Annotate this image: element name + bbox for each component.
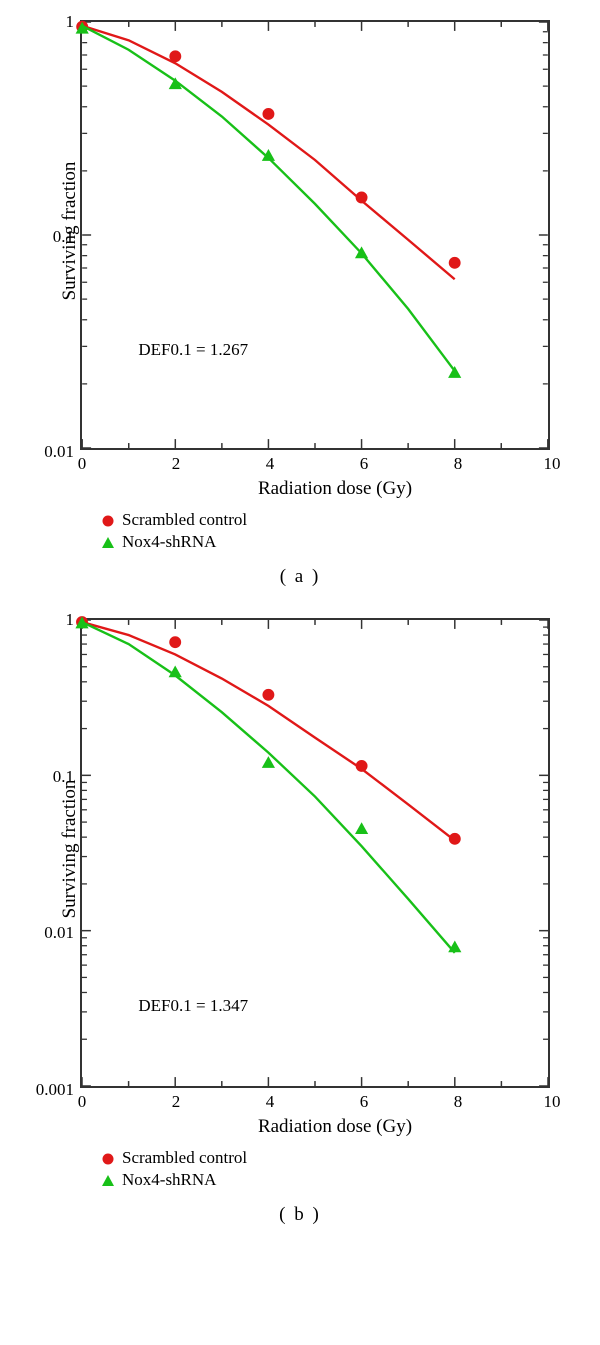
plot-svg-b [82,620,548,1086]
xtick-label: 4 [266,1092,275,1112]
xlabel-a: Radiation dose (Gy) [80,478,590,500]
xlabel-b: Radiation dose (Gy) [80,1116,590,1138]
xtick-label: 8 [454,454,463,474]
xtick-label: 2 [172,1092,181,1112]
circle-marker-icon [100,513,114,527]
legend-b: Scrambled controlNox4-shRNA [100,1148,590,1190]
panel-label-b: ( b ) [10,1204,590,1226]
circle-marker-icon [100,1151,114,1165]
legend-item: Scrambled control [100,1148,590,1168]
triangle-marker-icon [100,535,114,549]
plot-area-a: DEF0.1 = 1.267 02468100.010.11 [80,20,550,450]
xtick-label: 0 [78,454,87,474]
panel-a: Surviving fraction DEF0.1 = 1.267 024681… [10,20,590,588]
legend-label: Scrambled control [122,510,247,530]
legend-label: Scrambled control [122,1148,247,1168]
ytick-label: 1 [66,12,75,32]
annotation-a: DEF0.1 = 1.267 [138,340,248,360]
plot-svg-a [82,22,548,448]
annotation-b: DEF0.1 = 1.347 [138,996,248,1016]
legend-item: Scrambled control [100,510,590,530]
legend-item: Nox4-shRNA [100,532,590,552]
panel-label-a: ( a ) [10,566,590,588]
xtick-label: 6 [360,1092,369,1112]
figure-page: Surviving fraction DEF0.1 = 1.267 024681… [0,0,600,1286]
ytick-label: 0.01 [44,923,74,943]
xtick-label: 8 [454,1092,463,1112]
legend-label: Nox4-shRNA [122,532,216,552]
xtick-label: 2 [172,454,181,474]
xtick-label: 0 [78,1092,87,1112]
plot-area-b: DEF0.1 = 1.347 02468100.0010.010.11 [80,618,550,1088]
ytick-label: 0.001 [36,1080,74,1100]
panel-b: Surviving fraction DEF0.1 = 1.347 024681… [10,618,590,1226]
legend-a: Scrambled controlNox4-shRNA [100,510,590,552]
ytick-label: 0.1 [53,767,74,787]
legend-label: Nox4-shRNA [122,1170,216,1190]
xtick-label: 10 [544,1092,561,1112]
xtick-label: 6 [360,454,369,474]
triangle-marker-icon [100,1173,114,1187]
legend-item: Nox4-shRNA [100,1170,590,1190]
ytick-label: 0.1 [53,227,74,247]
ytick-label: 0.01 [44,442,74,462]
xtick-label: 10 [544,454,561,474]
ytick-label: 1 [66,610,75,630]
xtick-label: 4 [266,454,275,474]
